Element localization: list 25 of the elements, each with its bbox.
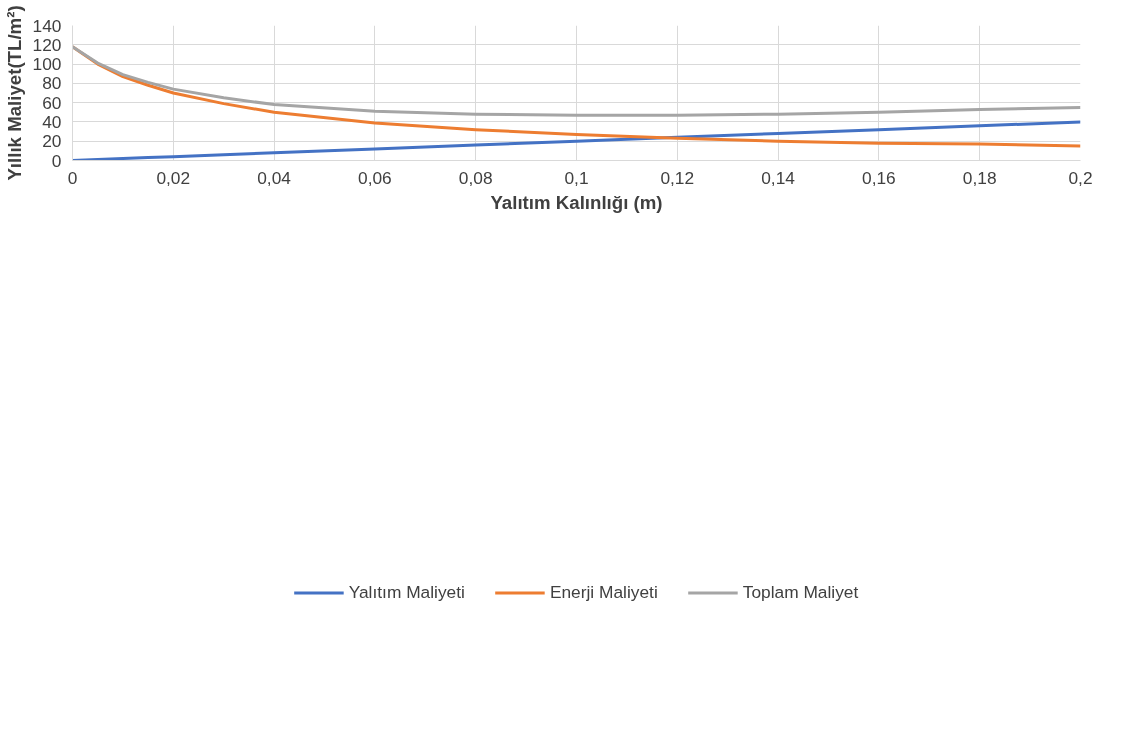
- y-tick-label: 80: [42, 73, 62, 94]
- y-tick-label: 0: [51, 150, 62, 171]
- legend-label: Toplam Maliyet: [742, 581, 859, 603]
- y-axis-title: Yıllık Maliyet(TL/m²): [3, 5, 25, 181]
- x-tick-label: 0,02: [156, 167, 191, 188]
- y-tick-label: 100: [32, 54, 62, 75]
- x-tick-label: 0,04: [257, 167, 292, 188]
- x-tick-label: 0,1: [564, 167, 589, 188]
- x-tick-label: 0,16: [862, 167, 896, 188]
- legend-label: Enerji Maliyeti: [549, 581, 658, 603]
- y-tick-label: 40: [42, 111, 62, 132]
- x-tick-label: 0,18: [962, 167, 997, 188]
- y-tick-label: 120: [32, 34, 62, 55]
- line-series: [72, 45, 1081, 117]
- y-tick-label: 60: [42, 92, 62, 113]
- x-tick-label: 0,12: [660, 167, 695, 188]
- legend-label: Yalıtım Maliyeti: [348, 581, 465, 603]
- x-tick-label: 0,2: [1068, 167, 1093, 188]
- y-tick-label: 20: [42, 131, 62, 152]
- y-tick-label: 140: [32, 15, 62, 36]
- x-tick-label: 0,08: [458, 167, 493, 188]
- x-axis-title: Yalıtım Kalınlığı (m): [490, 191, 663, 213]
- x-tick-label: 0,06: [358, 167, 392, 188]
- x-tick-label: 0,14: [761, 167, 796, 188]
- x-tick-label: 0: [67, 167, 78, 188]
